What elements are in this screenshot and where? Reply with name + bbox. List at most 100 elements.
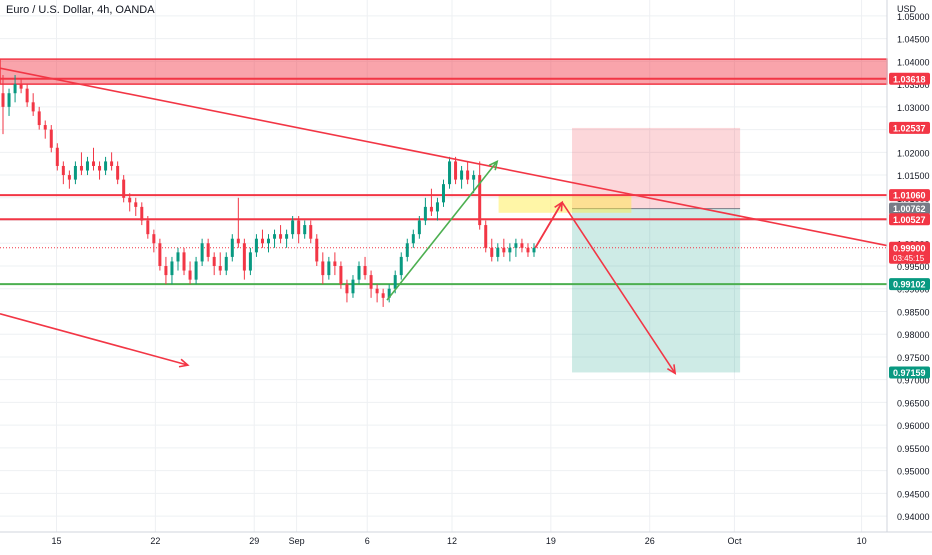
y-tick-label: 1.01500 — [897, 171, 930, 181]
y-tick-label: 1.03500 — [897, 80, 930, 90]
candle-body — [393, 275, 397, 289]
descending-trendline — [0, 67, 888, 247]
y-tick-label: 0.96500 — [897, 398, 930, 408]
candle-body — [478, 175, 482, 226]
price-label-bg — [889, 189, 930, 202]
candle-body — [399, 256, 403, 276]
take-profit-zone — [572, 208, 741, 373]
candle-body — [321, 261, 325, 276]
candle-body — [182, 252, 186, 271]
y-tick-label: 0.95000 — [897, 467, 930, 477]
candle-body — [152, 234, 156, 244]
x-tick-label: 19 — [546, 536, 556, 546]
candle-body — [1, 93, 5, 107]
currency-label: USD — [897, 4, 917, 14]
candle-body — [387, 288, 391, 298]
price-axis[interactable]: 1.05000 1.04500 1.04000 1.03500 1.03000 1.025… — [886, 0, 930, 532]
candle-body — [448, 161, 452, 185]
candle-body — [285, 234, 289, 239]
y-tick-label: 0.99500 — [897, 262, 930, 272]
y-tick-label: 0.96000 — [897, 421, 930, 431]
candle-body — [496, 247, 500, 257]
drawings-front — [0, 67, 888, 375]
candle-body — [351, 279, 355, 294]
time-axis[interactable]: 15 22 29 Sep 6 12 19 26 Oct 10 — [0, 531, 932, 546]
candle-body — [98, 165, 102, 171]
candle-body — [411, 234, 415, 244]
price-label-bg — [889, 366, 930, 379]
candle-body — [7, 93, 11, 107]
price-label: 0.97159 — [893, 368, 926, 378]
candle-body — [116, 165, 120, 180]
price-label: 1.00762 — [893, 204, 926, 214]
candle-body — [67, 175, 71, 180]
y-tick-label: 1.05000 — [897, 12, 930, 22]
channel-arrow-head — [178, 358, 190, 368]
candle-body — [381, 293, 385, 298]
candle-body — [61, 165, 65, 176]
y-tick-label: 1.03000 — [897, 103, 930, 113]
price-label: 1.00527 — [893, 215, 926, 225]
projection-down-arrow — [561, 201, 676, 374]
x-tick-label: 29 — [249, 536, 259, 546]
candle-body — [49, 129, 53, 148]
price-label: 0.99102 — [893, 280, 926, 290]
candle-body — [224, 256, 228, 271]
candle-body — [134, 202, 138, 207]
candle-body — [146, 220, 150, 235]
x-tick-label: Oct — [727, 536, 742, 546]
price-label: 1.01060 — [893, 191, 926, 201]
candle-body — [339, 266, 343, 285]
price-label: 1.02537 — [893, 123, 926, 133]
price-label-bg — [889, 121, 930, 134]
candle-body — [212, 256, 216, 266]
chart-title: Euro / U.S. Dollar, 4h, OANDA — [6, 4, 155, 16]
candle-body — [122, 179, 126, 198]
candle-body — [532, 247, 536, 253]
y-tick-label: 0.95500 — [897, 444, 930, 454]
y-tick-label: 1.02000 — [897, 148, 930, 158]
candle-body — [435, 202, 439, 212]
candle-body — [514, 243, 518, 248]
x-tick-label: 15 — [51, 536, 61, 546]
drawings-back — [0, 58, 888, 373]
x-tick-label: Sep — [289, 536, 305, 546]
candle-body — [176, 252, 180, 262]
candle-body — [502, 247, 506, 253]
candle-body — [19, 84, 23, 89]
candles — [1, 75, 536, 307]
candle-body — [13, 84, 17, 94]
x-tick-label: 12 — [447, 536, 457, 546]
price-label-bg — [889, 278, 930, 291]
candle-body — [140, 206, 144, 221]
candle-body — [25, 88, 29, 103]
candle-body — [267, 238, 270, 244]
candle-body — [333, 261, 337, 266]
candle-body — [327, 261, 331, 276]
candle-body — [128, 197, 132, 203]
candle-body — [303, 225, 307, 235]
candle-body — [206, 243, 210, 257]
x-tick-label: 10 — [857, 536, 867, 546]
candle-body — [454, 161, 458, 180]
x-tick-label: 26 — [645, 536, 655, 546]
y-tick-label: 1.04500 — [897, 35, 930, 45]
candle-body — [375, 288, 379, 294]
candle-body — [466, 170, 470, 180]
candle-body — [369, 275, 373, 289]
candle-body — [490, 247, 494, 257]
candle-body — [508, 247, 512, 253]
candle-body — [188, 270, 192, 280]
candle-body — [405, 243, 409, 257]
candle-body — [31, 102, 35, 112]
candle-body — [92, 161, 96, 166]
candle-body — [260, 238, 264, 244]
y-tick-label: 0.98500 — [897, 307, 930, 317]
candle-body — [230, 238, 234, 257]
candle-body — [73, 165, 77, 180]
candle-body — [158, 243, 162, 266]
candle-body — [472, 175, 476, 180]
countdown-label: 03:45:15 — [893, 254, 925, 263]
